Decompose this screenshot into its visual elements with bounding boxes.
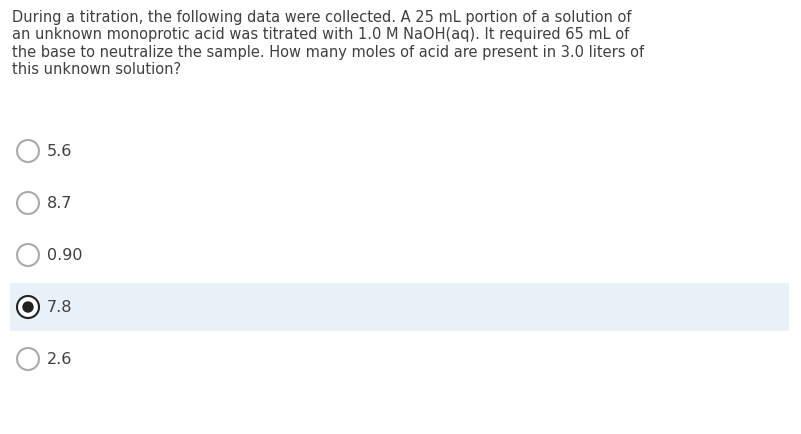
Text: 2.6: 2.6 — [47, 352, 72, 367]
Circle shape — [17, 348, 39, 370]
Text: During a titration, the following data were collected. A 25 mL portion of a solu: During a titration, the following data w… — [12, 10, 631, 25]
Text: 5.6: 5.6 — [47, 144, 72, 159]
Circle shape — [17, 193, 39, 214]
Circle shape — [17, 244, 39, 266]
Circle shape — [17, 141, 39, 163]
Circle shape — [22, 302, 34, 313]
Circle shape — [17, 296, 39, 318]
Text: an unknown monoprotic acid was titrated with 1.0 M NaOH(aq). It required 65 mL o: an unknown monoprotic acid was titrated … — [12, 27, 630, 43]
Bar — [10, 283, 789, 331]
Text: this unknown solution?: this unknown solution? — [12, 62, 181, 77]
Text: the base to neutralize the sample. How many moles of acid are present in 3.0 lit: the base to neutralize the sample. How m… — [12, 45, 644, 60]
Text: 7.8: 7.8 — [47, 300, 73, 315]
Text: 0.90: 0.90 — [47, 248, 83, 263]
Text: 8.7: 8.7 — [47, 196, 73, 211]
